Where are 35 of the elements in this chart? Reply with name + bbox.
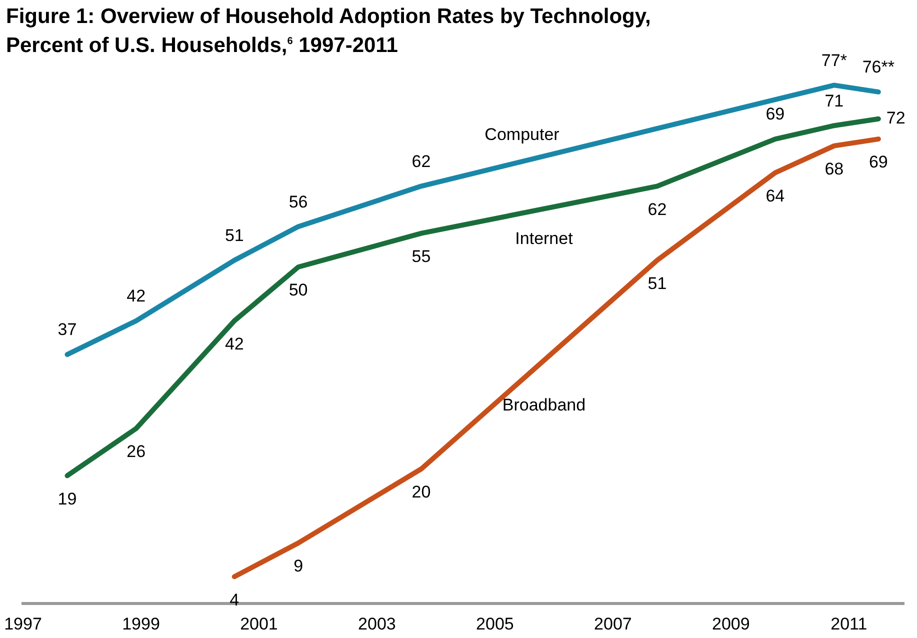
data-label: 72 [886,108,906,128]
data-label: 55 [412,247,431,266]
data-label: 77* [821,50,848,70]
data-label: 42 [126,286,146,306]
data-label: 37 [58,320,77,340]
data-label: 69 [766,104,785,124]
data-label: 62 [412,152,431,171]
data-label: 71 [824,91,844,110]
data-label: 50 [288,280,308,300]
data-label: 69 [868,152,888,172]
x-tick-label: 1999 [122,614,160,634]
x-tick-label: 2003 [358,614,396,634]
data-label: 4 [230,590,240,610]
x-tick-label: 2007 [594,614,632,634]
data-label: 26 [126,442,146,462]
x-tick-label: 2001 [240,614,278,634]
series-label: Broadband [502,396,586,414]
series-label: Internet [515,228,574,248]
x-tick-label: 2005 [476,614,514,634]
chart-title: Figure 1: Overview of Household Adoption Rates by Technology, Percent of U.S. Households,$^{6}$ 1997-2011 [6,4,651,58]
data-label: 51 [648,274,667,293]
data-label: 51 [224,226,244,245]
data-label: 56 [288,192,308,212]
data-label: 20 [412,482,431,502]
data-label: 42 [224,334,244,354]
data-label: 19 [58,489,77,508]
data-label: 68 [824,159,844,178]
x-tick-label: 2009 [712,614,750,634]
x-tick-label: 1997 [4,614,42,634]
series-label: Computer [484,125,560,144]
data-label: 9 [294,556,304,576]
x-tick-label: 2011 [830,614,868,634]
data-label: 76** [862,58,895,77]
data-label: 64 [766,186,785,206]
data-label: 62 [648,200,667,219]
